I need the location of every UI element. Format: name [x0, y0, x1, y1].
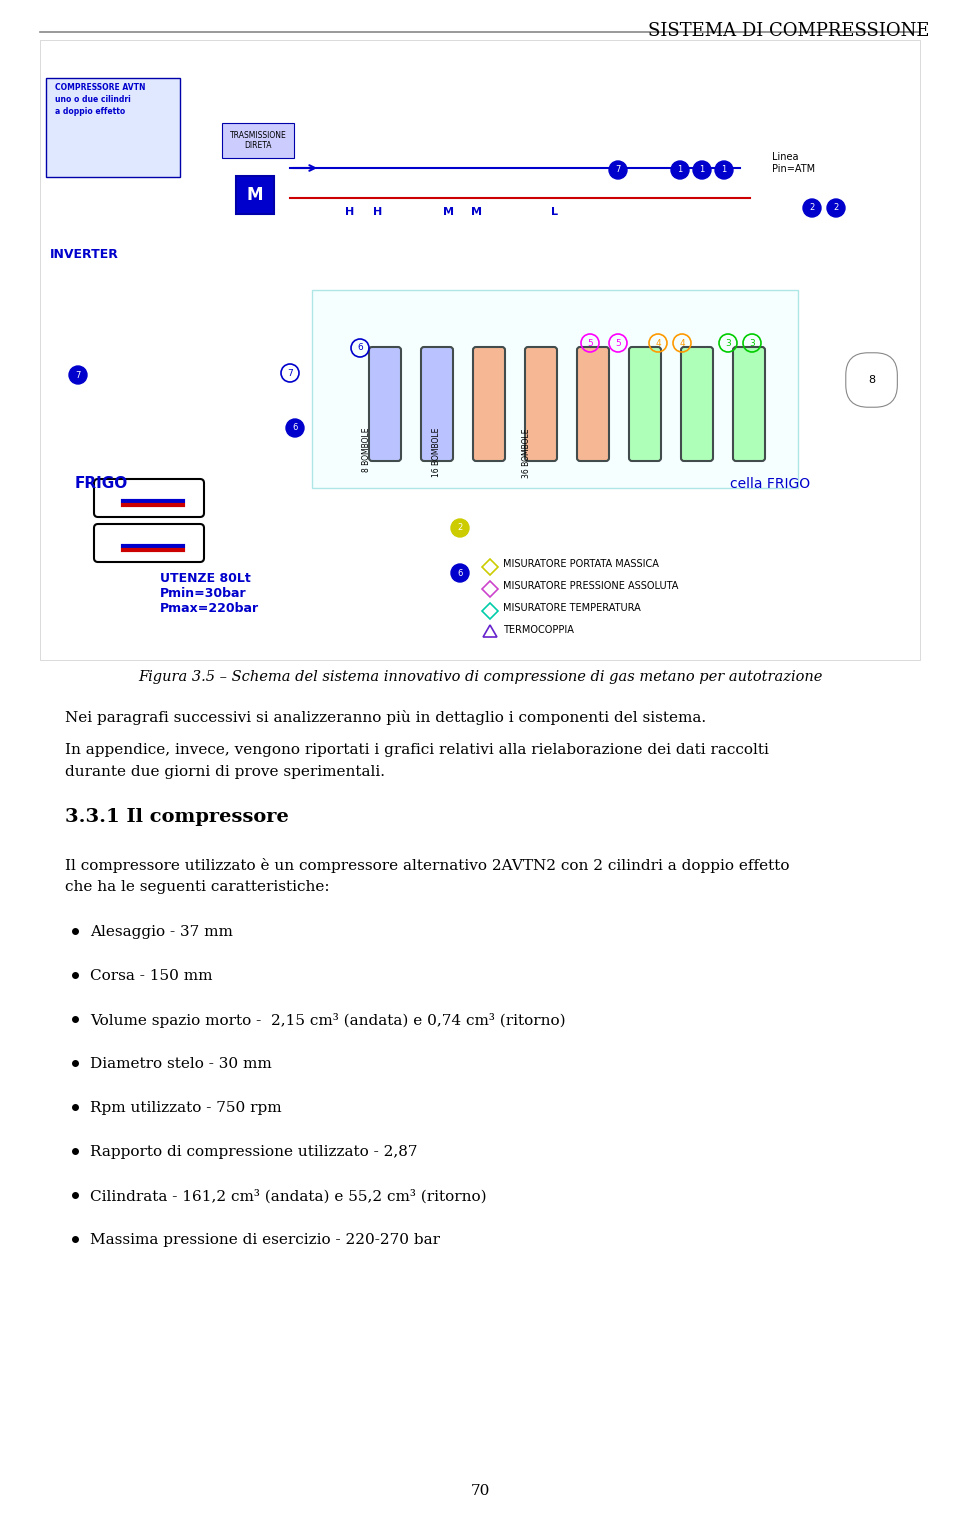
Text: 6: 6 — [357, 344, 363, 353]
Text: Figura 3.5 – Schema del sistema innovativo di compressione di gas metano per aut: Figura 3.5 – Schema del sistema innovati… — [138, 669, 822, 684]
FancyBboxPatch shape — [236, 176, 274, 214]
Text: Alesaggio - 37 mm: Alesaggio - 37 mm — [90, 925, 233, 938]
FancyBboxPatch shape — [40, 40, 920, 660]
Circle shape — [827, 199, 845, 218]
Text: SISTEMA DI COMPRESSIONE: SISTEMA DI COMPRESSIONE — [649, 21, 930, 40]
Text: Volume spazio morto -  2,15 cm³ (andata) e 0,74 cm³ (ritorno): Volume spazio morto - 2,15 cm³ (andata) … — [90, 1013, 565, 1028]
Text: M: M — [247, 186, 263, 204]
Text: 70: 70 — [470, 1484, 490, 1498]
Text: 1: 1 — [678, 166, 683, 175]
Text: a doppio effetto: a doppio effetto — [55, 106, 125, 116]
Circle shape — [671, 161, 689, 179]
Text: 4: 4 — [655, 339, 660, 347]
Text: 5: 5 — [615, 339, 621, 347]
Text: 6: 6 — [457, 569, 463, 578]
Text: TRASMISSIONE
DIRETA: TRASMISSIONE DIRETA — [229, 131, 286, 151]
Circle shape — [715, 161, 733, 179]
FancyBboxPatch shape — [94, 479, 204, 517]
FancyBboxPatch shape — [312, 291, 798, 488]
Text: Nei paragrafi successivi si analizzeranno più in dettaglio i componenti del sist: Nei paragrafi successivi si analizzerann… — [65, 710, 707, 726]
Text: TERMOCOPPIA: TERMOCOPPIA — [503, 625, 574, 634]
Text: 6: 6 — [292, 423, 298, 432]
Text: 2: 2 — [809, 204, 815, 213]
Text: Linea
Pin=ATM: Linea Pin=ATM — [772, 152, 815, 173]
Text: Massima pressione di esercizio - 220-270 bar: Massima pressione di esercizio - 220-270… — [90, 1234, 440, 1247]
Text: MISURATORE TEMPERATURA: MISURATORE TEMPERATURA — [503, 602, 640, 613]
Circle shape — [803, 199, 821, 218]
Text: 5: 5 — [588, 339, 593, 347]
FancyBboxPatch shape — [681, 347, 713, 461]
FancyBboxPatch shape — [525, 347, 557, 461]
Circle shape — [609, 161, 627, 179]
Text: Rpm utilizzato - 750 rpm: Rpm utilizzato - 750 rpm — [90, 1101, 281, 1115]
Text: 3: 3 — [725, 339, 731, 347]
Circle shape — [286, 418, 304, 437]
FancyBboxPatch shape — [733, 347, 765, 461]
Text: Pmax=220bar: Pmax=220bar — [160, 602, 259, 614]
FancyBboxPatch shape — [577, 347, 609, 461]
Text: In appendice, invece, vengono riportati i grafici relativi alla rielaborazione d: In appendice, invece, vengono riportati … — [65, 742, 769, 757]
Text: 36 BOMBOLE: 36 BOMBOLE — [522, 427, 531, 478]
Text: 2: 2 — [457, 523, 463, 532]
Text: FRIGO: FRIGO — [75, 476, 129, 491]
Text: 8: 8 — [868, 376, 876, 385]
Circle shape — [451, 519, 469, 537]
Text: H: H — [373, 207, 383, 218]
Text: L: L — [551, 207, 559, 218]
Text: Pmin=30bar: Pmin=30bar — [160, 587, 247, 599]
Text: 8 BOMBOLE: 8 BOMBOLE — [362, 427, 371, 473]
Text: Diametro stelo - 30 mm: Diametro stelo - 30 mm — [90, 1057, 272, 1071]
FancyBboxPatch shape — [473, 347, 505, 461]
FancyBboxPatch shape — [369, 347, 401, 461]
FancyBboxPatch shape — [629, 347, 661, 461]
Text: MISURATORE PRESSIONE ASSOLUTA: MISURATORE PRESSIONE ASSOLUTA — [503, 581, 679, 592]
Text: 7: 7 — [615, 166, 621, 175]
Text: MISURATORE PORTATA MASSICA: MISURATORE PORTATA MASSICA — [503, 560, 659, 569]
Text: 16 BOMBOLE: 16 BOMBOLE — [432, 427, 441, 478]
Text: M: M — [470, 207, 482, 218]
Text: 4: 4 — [679, 339, 684, 347]
Text: che ha le seguenti caratteristiche:: che ha le seguenti caratteristiche: — [65, 881, 329, 894]
Text: 7: 7 — [75, 371, 81, 380]
Text: 1: 1 — [721, 166, 727, 175]
Text: uno o due cilindri: uno o due cilindri — [55, 94, 131, 103]
Text: 7: 7 — [287, 368, 293, 377]
Text: 1: 1 — [700, 166, 705, 175]
Circle shape — [451, 564, 469, 583]
FancyBboxPatch shape — [46, 78, 180, 176]
Text: 2: 2 — [833, 204, 839, 213]
Text: durante due giorni di prove sperimentali.: durante due giorni di prove sperimentali… — [65, 765, 385, 779]
Text: COMPRESSORE AVTN: COMPRESSORE AVTN — [55, 84, 146, 91]
Text: Corsa - 150 mm: Corsa - 150 mm — [90, 969, 212, 983]
Text: H: H — [346, 207, 354, 218]
FancyBboxPatch shape — [421, 347, 453, 461]
Circle shape — [693, 161, 711, 179]
Text: Rapporto di compressione utilizzato - 2,87: Rapporto di compressione utilizzato - 2,… — [90, 1145, 418, 1159]
FancyBboxPatch shape — [94, 525, 204, 561]
Text: INVERTER: INVERTER — [50, 248, 119, 262]
Text: Il compressore utilizzato è un compressore alternativo 2AVTN2 con 2 cilindri a d: Il compressore utilizzato è un compresso… — [65, 858, 789, 873]
Text: Cilindrata - 161,2 cm³ (andata) e 55,2 cm³ (ritorno): Cilindrata - 161,2 cm³ (andata) e 55,2 c… — [90, 1189, 487, 1203]
Text: M: M — [443, 207, 453, 218]
Text: 3.3.1 Il compressore: 3.3.1 Il compressore — [65, 808, 289, 826]
Text: cella FRIGO: cella FRIGO — [730, 478, 810, 491]
Text: UTENZE 80Lt: UTENZE 80Lt — [160, 572, 251, 586]
Circle shape — [69, 367, 87, 383]
Text: 3: 3 — [749, 339, 755, 347]
